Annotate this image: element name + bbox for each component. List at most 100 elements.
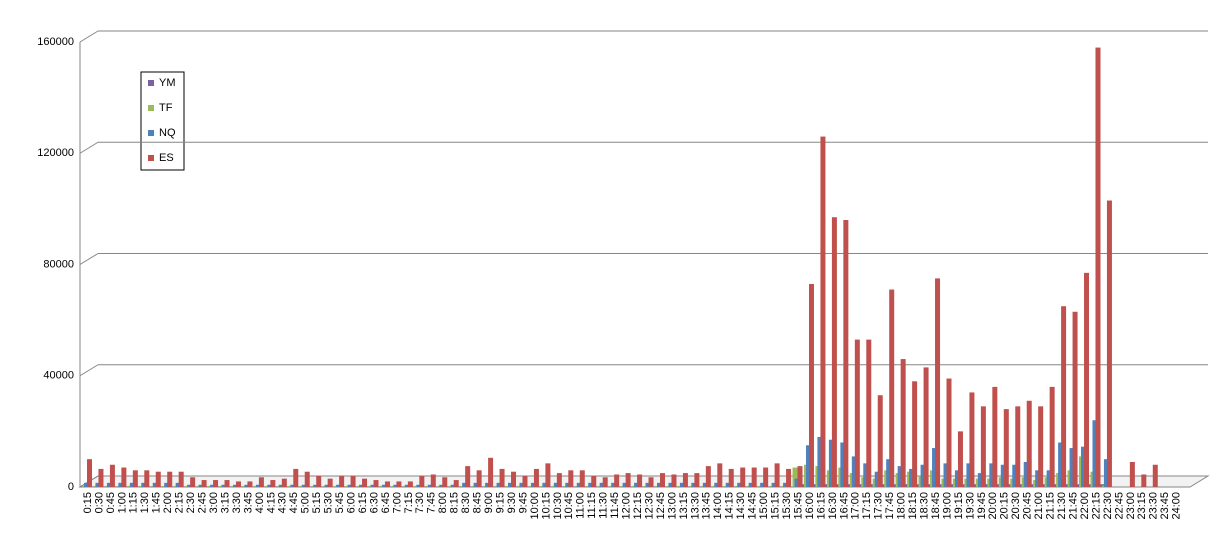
x-tick-label: 19:30 — [964, 492, 976, 520]
bar — [691, 482, 697, 487]
legend-swatch — [148, 155, 154, 161]
x-tick-label: 9:00 — [483, 492, 495, 513]
bar — [224, 480, 230, 487]
x-tick-label: 0:30 — [93, 492, 105, 513]
bar — [258, 477, 264, 487]
bar — [370, 484, 376, 487]
bar — [954, 470, 960, 487]
bar — [828, 439, 834, 487]
bar — [634, 482, 640, 487]
bar — [95, 482, 101, 487]
bar — [416, 484, 422, 487]
bar — [786, 468, 792, 487]
bar — [442, 477, 448, 487]
x-tick-label: 1:45 — [151, 492, 163, 513]
bar — [1003, 409, 1009, 487]
bar — [992, 386, 998, 487]
x-tick-label: 2:30 — [185, 492, 197, 513]
bar — [404, 484, 410, 487]
x-tick-label: 21:15 — [1045, 492, 1057, 520]
bar — [1106, 200, 1112, 487]
bar — [396, 481, 402, 487]
bar — [622, 482, 628, 487]
bar — [637, 474, 643, 487]
x-tick-label: 10:15 — [540, 492, 552, 520]
bar — [336, 484, 342, 487]
bar — [1015, 406, 1021, 487]
bar — [909, 468, 915, 487]
bar — [190, 477, 196, 487]
bar — [201, 480, 207, 487]
bar — [576, 482, 582, 487]
bar — [167, 471, 173, 487]
x-tick-label: 14:30 — [735, 492, 747, 520]
x-tick-label: 2:45 — [197, 492, 209, 513]
bar — [568, 470, 574, 487]
x-tick-label: 17:45 — [884, 492, 896, 520]
bar — [465, 466, 471, 487]
legend-swatch — [148, 80, 154, 86]
bar — [657, 482, 662, 487]
x-tick-label: 22:45 — [1113, 492, 1125, 520]
bar — [109, 464, 115, 487]
bar — [255, 484, 261, 487]
bar — [175, 482, 181, 487]
bar — [427, 484, 433, 487]
x-tick-label: 20:30 — [1010, 492, 1022, 520]
bar — [748, 482, 754, 487]
x-tick-label: 23:30 — [1148, 492, 1160, 520]
bar — [327, 478, 333, 487]
legend-label: ES — [159, 152, 174, 164]
x-tick-label: 18:15 — [907, 492, 919, 520]
x-tick-label: 5:15 — [311, 492, 323, 513]
x-tick-label: 8:00 — [437, 492, 449, 513]
grid-line — [79, 364, 99, 377]
bar — [267, 484, 273, 487]
bar — [820, 136, 826, 487]
x-tick-label: 6:00 — [345, 492, 357, 513]
bar — [702, 482, 708, 487]
bar — [671, 474, 677, 487]
bar — [485, 482, 491, 487]
bar — [946, 378, 952, 487]
x-tick-label: 3:00 — [208, 492, 220, 513]
bar — [579, 470, 585, 487]
bar — [553, 482, 559, 487]
bar — [771, 482, 777, 487]
x-tick-label: 9:45 — [517, 492, 529, 513]
bar — [450, 484, 456, 487]
bar — [863, 463, 869, 487]
x-tick-label: 1:30 — [139, 492, 151, 513]
x-tick-label: 2:15 — [174, 492, 186, 513]
x-tick-label: 0:15 — [82, 492, 94, 513]
bar — [316, 475, 322, 487]
bar — [213, 480, 219, 487]
x-tick-label: 6:30 — [368, 492, 380, 513]
x-tick-label: 7:45 — [426, 492, 438, 513]
bar — [1012, 464, 1018, 487]
bar — [290, 484, 296, 487]
legend-label: NQ — [159, 127, 176, 139]
x-tick-label: 13:15 — [678, 492, 690, 520]
bar — [843, 220, 849, 487]
bar — [611, 482, 617, 487]
bar — [1084, 272, 1090, 487]
bar — [831, 217, 837, 487]
y-tick-label: 0 — [68, 481, 74, 493]
bar — [87, 459, 92, 487]
x-tick-label: 14:45 — [747, 492, 759, 520]
bar — [187, 484, 193, 487]
bar — [324, 484, 330, 487]
bar — [1026, 400, 1032, 487]
bar — [1000, 464, 1006, 487]
bar — [763, 467, 769, 487]
bar — [508, 482, 514, 487]
x-tick-label: 20:45 — [1022, 492, 1034, 520]
grid-line — [79, 30, 99, 43]
bar — [679, 482, 685, 487]
bar — [419, 475, 425, 487]
x-tick-label: 13:30 — [689, 492, 701, 520]
x-tick-label: 8:15 — [449, 492, 461, 513]
bar — [499, 468, 505, 487]
